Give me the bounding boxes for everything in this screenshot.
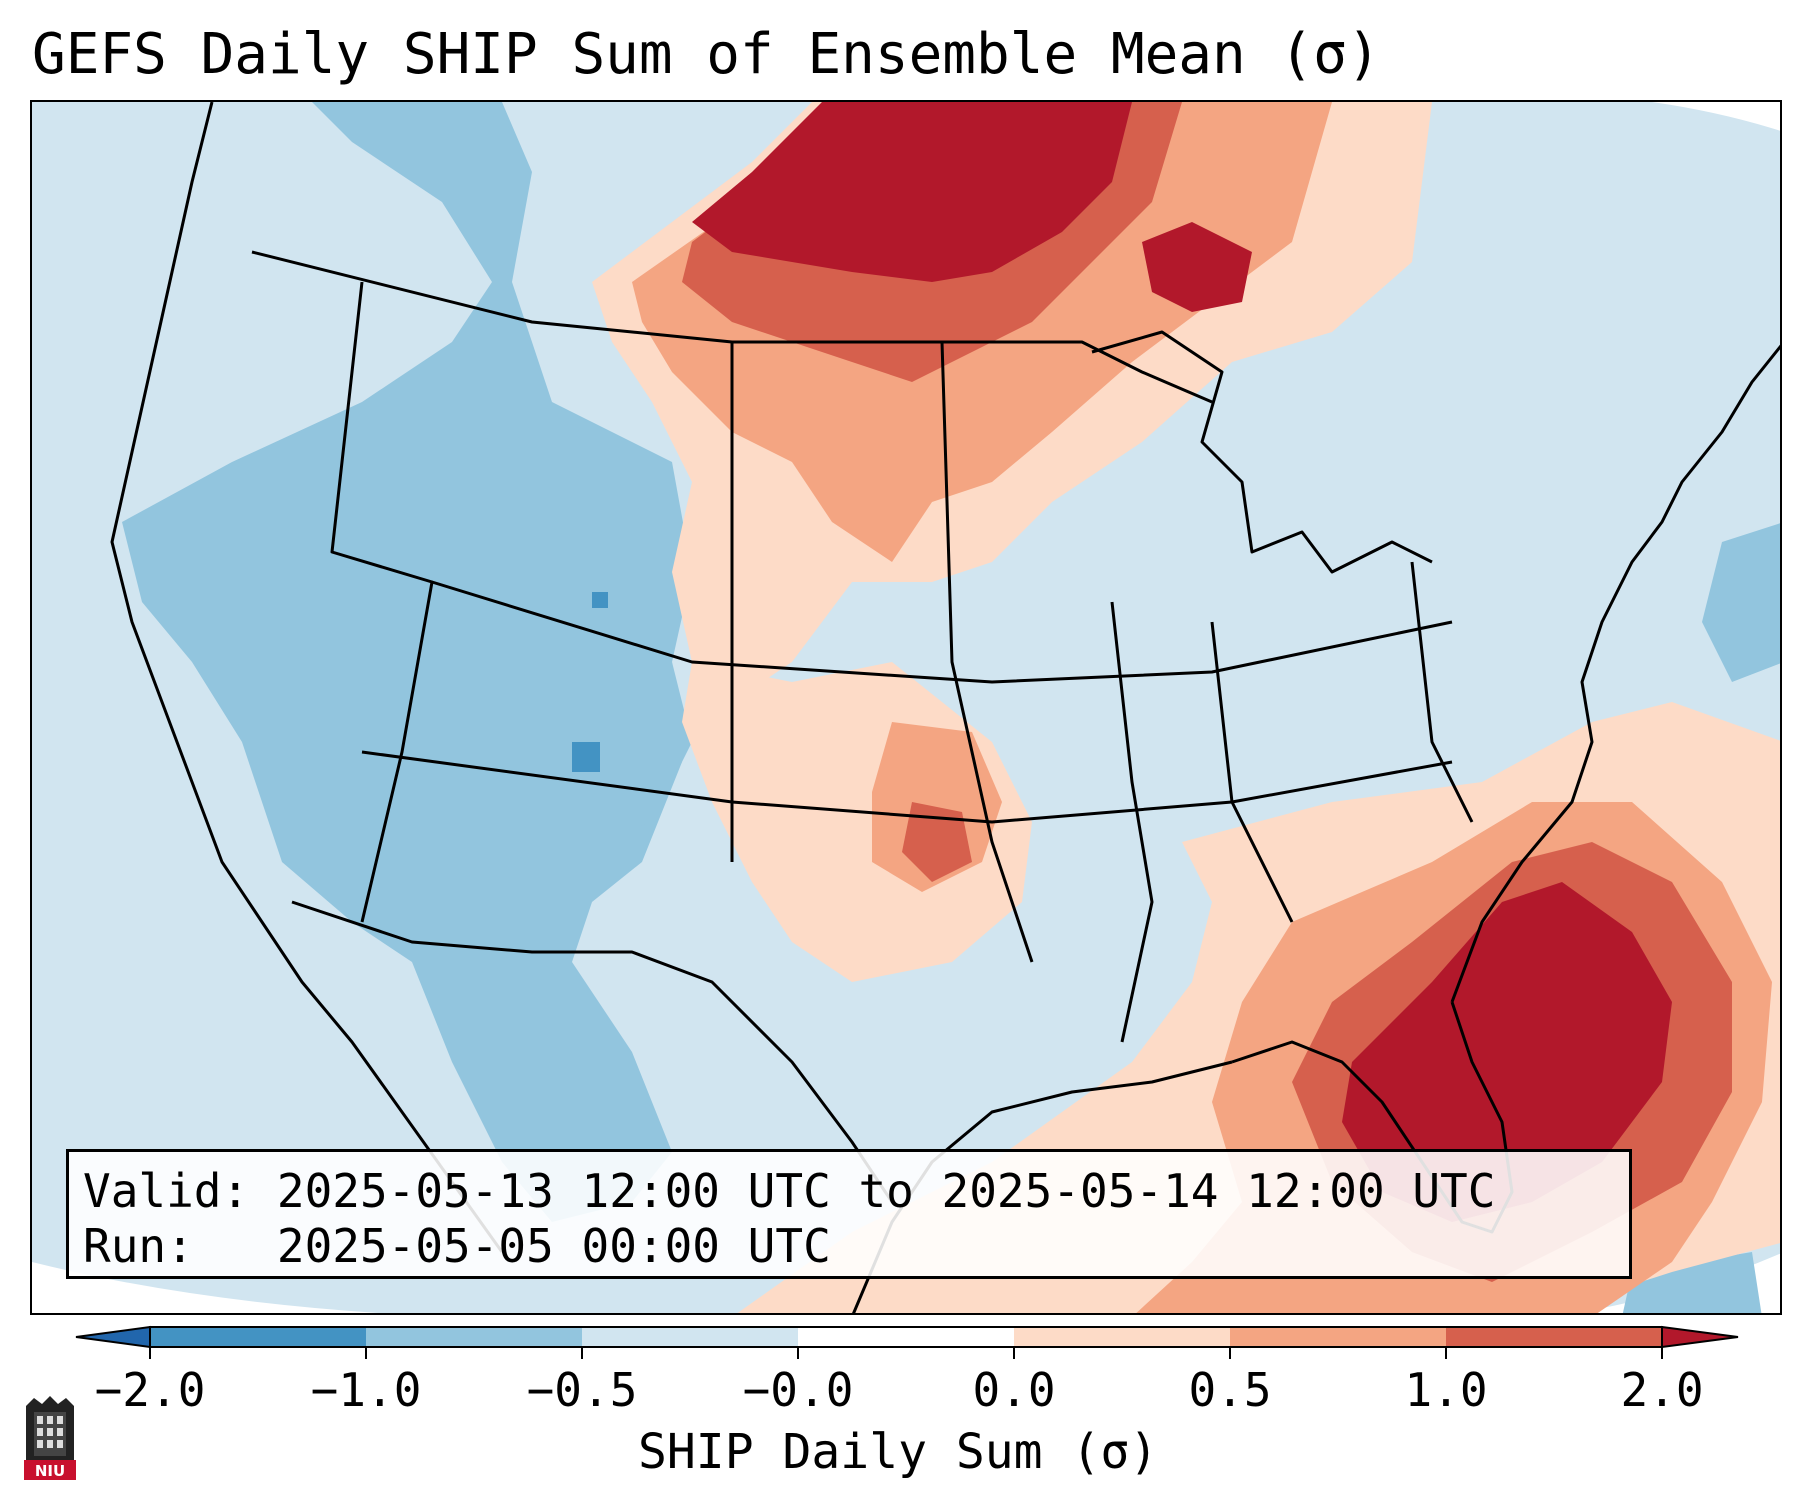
- shade-neg-atlantic: [1702, 523, 1780, 682]
- colorbar-label: SHIP Daily Sum (σ): [638, 1424, 1159, 1480]
- niu-logo: NIU: [24, 1396, 76, 1480]
- anomaly-field: [122, 102, 1780, 1313]
- colorbar-tick-label: 1.0: [1404, 1363, 1488, 1417]
- great-lakes: [1091, 330, 1433, 574]
- shade-pos-north-max: [692, 102, 1132, 282]
- shade-pos-superior: [1142, 222, 1252, 312]
- map-title: GEFS Daily SHIP Sum of Ensemble Mean (σ): [32, 22, 1381, 87]
- map-canvas: [32, 102, 1780, 1313]
- colorbar-segment-4: [798, 1327, 1014, 1347]
- shade-neg-colorado: [552, 662, 692, 842]
- lat-line-mid: [431, 580, 1453, 684]
- colorbar-segment-2: [366, 1327, 582, 1347]
- valid-label: Valid:: [83, 1164, 250, 1218]
- shade-neg-caribbean: [1622, 1252, 1762, 1313]
- state-line-mississippi: [1110, 601, 1154, 1043]
- colorbar: [75, 1325, 1739, 1359]
- boundaries: [110, 102, 1780, 1313]
- colorbar-tick-label: −0.5: [526, 1363, 638, 1417]
- colorbar-tick-label: 0.5: [1188, 1363, 1272, 1417]
- colorbar-tick-label: −0.0: [742, 1363, 854, 1417]
- colorbar-tick-label: 0.0: [972, 1363, 1056, 1417]
- map-panel: [30, 100, 1782, 1315]
- coastline-east: [1450, 344, 1780, 1003]
- mexico-border: [291, 900, 894, 1203]
- shade-pos-se-max: [1342, 882, 1672, 1222]
- colorbar-outline: [149, 1326, 1663, 1348]
- colorbar-ticks: [149, 1347, 1663, 1359]
- logo-text: NIU: [35, 1462, 65, 1480]
- validity-info-box: Valid: 2025-05-13 12:00 UTC to 2025-05-1…: [66, 1149, 1632, 1279]
- shade-pos-plains-strong: [902, 802, 972, 882]
- colorbar-segment-3: [582, 1327, 798, 1347]
- projection-edge-left: [32, 1262, 379, 1313]
- state-line-east: [1410, 561, 1474, 823]
- shade-neg-core-1: [572, 742, 600, 772]
- colorbar-segment-7: [1446, 1327, 1662, 1347]
- colorbar-tick-label: −1.0: [310, 1363, 422, 1417]
- colorbar-segment-6: [1230, 1327, 1446, 1347]
- shade-neg-core-2: [592, 592, 608, 608]
- run-label: Run:: [83, 1219, 194, 1273]
- colorbar-under-arrow: [75, 1325, 151, 1349]
- colorbar-tick-label: 2.0: [1620, 1363, 1704, 1417]
- projection-edge-top: [1652, 102, 1780, 131]
- coastline-west: [110, 102, 504, 1253]
- colorbar-segment-1: [150, 1327, 366, 1347]
- colorbar-segment-5: [1014, 1327, 1230, 1347]
- lat-line-south: [361, 750, 1453, 824]
- shade-neg-west: [122, 102, 692, 1222]
- canada-border: [251, 250, 1213, 404]
- colorbar-over-arrow: [1661, 1325, 1739, 1349]
- state-line-central-east: [940, 341, 1034, 963]
- valid-line: Valid: 2025-05-13 12:00 UTC to 2025-05-1…: [83, 1164, 1615, 1219]
- run-line: Run: 2025-05-05 00:00 UTC: [83, 1219, 1615, 1274]
- valid-value: 2025-05-13 12:00 UTC to 2025-05-14 12:00…: [276, 1164, 1496, 1218]
- colorbar-tick-label: −2.0: [94, 1363, 206, 1417]
- run-value: 2025-05-05 00:00 UTC: [276, 1219, 831, 1273]
